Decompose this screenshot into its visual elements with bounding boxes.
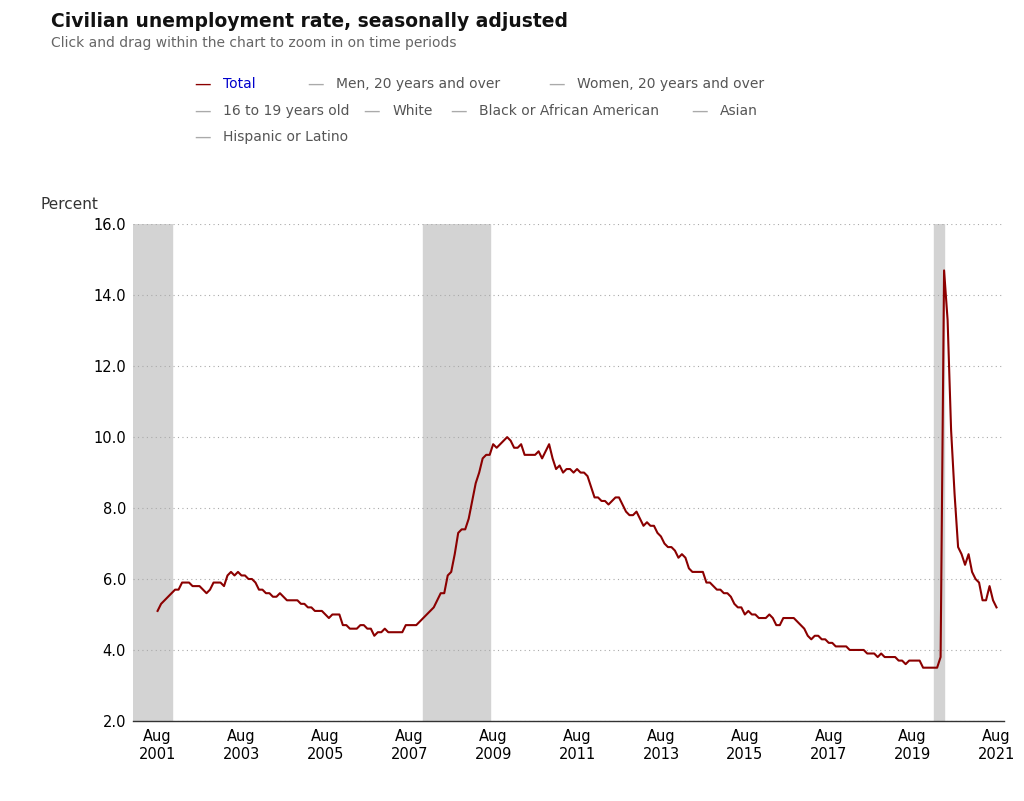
Text: Percent: Percent xyxy=(41,197,99,212)
Text: Asian: Asian xyxy=(720,103,758,118)
Text: Click and drag within the chart to zoom in on time periods: Click and drag within the chart to zoom … xyxy=(51,36,457,50)
Text: 16 to 19 years old: 16 to 19 years old xyxy=(223,103,350,118)
Text: —: — xyxy=(195,102,211,119)
Text: Total: Total xyxy=(223,77,256,91)
Text: Men, 20 years and over: Men, 20 years and over xyxy=(336,77,500,91)
Text: —: — xyxy=(364,102,380,119)
Text: —: — xyxy=(451,102,467,119)
Text: Civilian unemployment rate, seasonally adjusted: Civilian unemployment rate, seasonally a… xyxy=(51,12,568,31)
Bar xyxy=(934,224,944,721)
Text: —: — xyxy=(548,75,564,93)
Text: —: — xyxy=(307,75,324,93)
Bar xyxy=(423,224,489,721)
Text: —: — xyxy=(195,75,211,93)
Bar xyxy=(133,224,172,721)
Text: Hispanic or Latino: Hispanic or Latino xyxy=(223,130,348,144)
Text: —: — xyxy=(691,102,708,119)
Text: —: — xyxy=(195,128,211,146)
Text: Black or African American: Black or African American xyxy=(479,103,659,118)
Text: White: White xyxy=(392,103,432,118)
Text: Women, 20 years and over: Women, 20 years and over xyxy=(577,77,764,91)
